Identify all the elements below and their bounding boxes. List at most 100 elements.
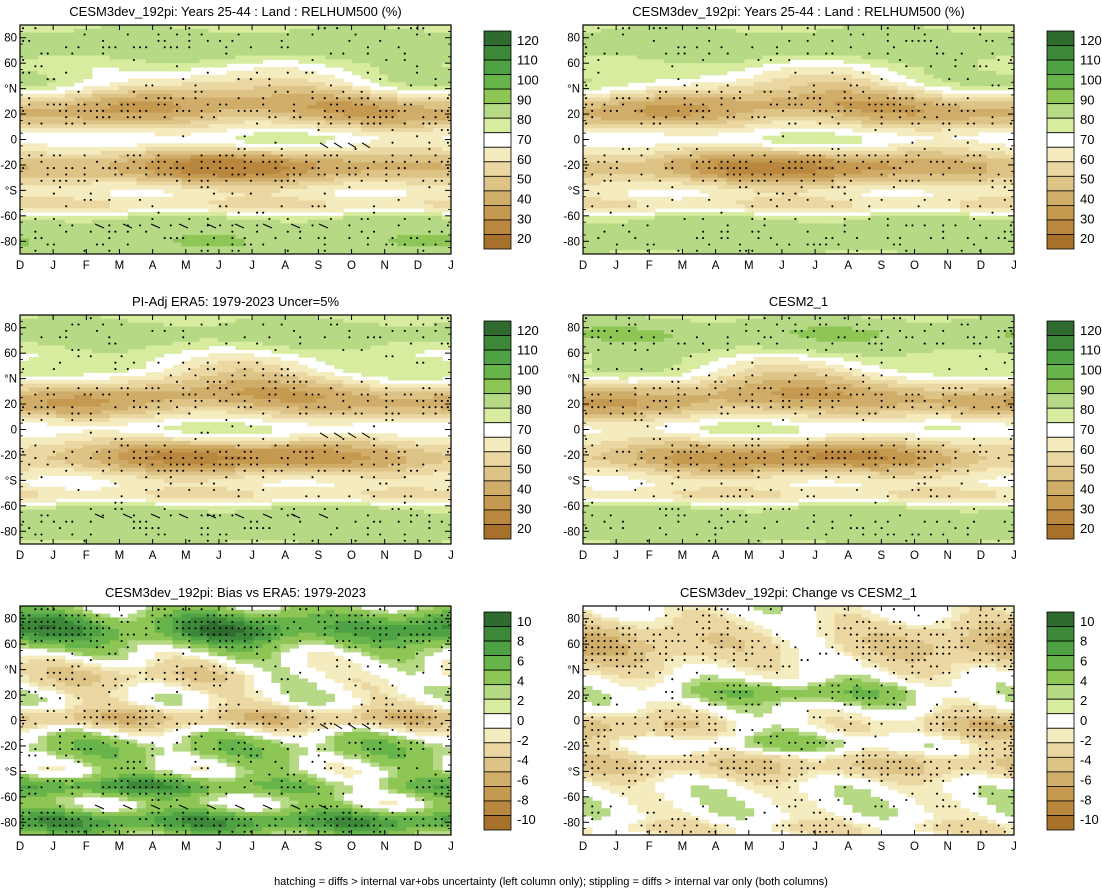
heatmap-cell — [735, 192, 746, 198]
heatmap-cell — [361, 86, 371, 91]
heatmap-cell — [244, 108, 255, 114]
heatmap-cell — [343, 185, 353, 190]
heatmap-cell — [654, 97, 665, 102]
heatmap-cell — [645, 105, 656, 110]
heatmap-cell — [235, 28, 246, 34]
heatmap-cell — [798, 51, 809, 57]
heatmap-cell — [298, 189, 308, 194]
heatmap-cell — [343, 97, 353, 102]
heatmap-cell — [771, 231, 782, 236]
stipple-dot — [416, 135, 419, 138]
heatmap-cell — [762, 78, 773, 83]
heatmap-cell — [735, 158, 746, 163]
heatmap-cell — [771, 112, 782, 118]
heatmap-cell — [825, 204, 836, 209]
heatmap-cell — [388, 74, 398, 80]
heatmap-cell — [343, 162, 353, 167]
heatmap-cell — [807, 166, 818, 171]
heatmap-cell — [217, 74, 228, 80]
heatmap-cell — [145, 40, 156, 45]
heatmap-cell — [352, 93, 362, 99]
heatmap-cell — [708, 112, 719, 118]
heatmap-cell — [118, 32, 129, 38]
heatmap-cell — [109, 105, 120, 110]
heatmap-cell — [807, 51, 818, 57]
heatmap-cell — [379, 204, 389, 209]
heatmap-cell — [307, 158, 317, 163]
heatmap-cell — [271, 177, 281, 183]
heatmap-cell — [82, 101, 93, 106]
stipple-dot — [440, 179, 443, 182]
heatmap-cell — [262, 70, 273, 76]
heatmap-cell — [28, 74, 39, 80]
heatmap-cell — [55, 158, 66, 163]
heatmap-cell — [583, 227, 593, 232]
heatmap-cell — [807, 89, 818, 95]
heatmap-cell — [181, 231, 192, 236]
heatmap-cell — [343, 177, 353, 183]
heatmap-cell — [726, 55, 737, 60]
heatmap-cell — [753, 89, 764, 95]
heatmap-cell — [415, 177, 425, 183]
heatmap-cell — [825, 208, 836, 213]
heatmap-cell — [807, 154, 818, 160]
heatmap-cell — [55, 47, 66, 53]
heatmap-cell — [834, 200, 844, 205]
heatmap-cell — [262, 93, 273, 99]
heatmap-cell — [172, 204, 183, 209]
heatmap-cell — [172, 128, 183, 133]
heatmap-cell — [20, 101, 30, 106]
heatmap-cell — [690, 147, 701, 152]
heatmap-cell — [717, 250, 728, 254]
heatmap-cell — [771, 86, 782, 91]
heatmap-cell — [726, 177, 737, 183]
heatmap-cell — [28, 120, 39, 125]
heatmap-cell — [600, 242, 611, 247]
heatmap-cell — [361, 223, 371, 228]
heatmap-cell — [744, 59, 755, 64]
heatmap-cell — [406, 166, 416, 171]
heatmap-cell — [870, 154, 880, 160]
heatmap-cell — [433, 185, 443, 190]
stipple-dot — [317, 160, 320, 163]
heatmap-cell — [46, 44, 57, 49]
heatmap-cell — [280, 173, 290, 179]
heatmap-cell — [109, 86, 120, 91]
heatmap-cell — [226, 55, 237, 60]
stipple-dot — [108, 46, 111, 49]
heatmap-cell — [370, 150, 380, 156]
heatmap-cell — [379, 108, 389, 114]
heatmap-cell — [771, 200, 782, 205]
heatmap-cell — [771, 227, 782, 232]
x-tick-label: J — [249, 260, 255, 272]
heatmap-cell — [424, 47, 434, 53]
heatmap-cell — [583, 128, 593, 133]
heatmap-cell — [253, 40, 264, 45]
heatmap-cell — [379, 93, 389, 99]
heatmap-cell — [28, 147, 39, 152]
heatmap-cell — [118, 250, 129, 254]
heatmap-cell — [690, 47, 701, 53]
stipple-dot — [200, 249, 203, 252]
heatmap-cell — [379, 147, 389, 152]
heatmap-cell — [852, 93, 862, 99]
heatmap-cell — [852, 223, 862, 228]
heatmap-cell — [73, 223, 84, 228]
stipple-dot — [206, 167, 209, 170]
y-tick-label: -80 — [0, 236, 17, 248]
heatmap-cell — [298, 196, 308, 202]
heatmap-cell — [118, 101, 129, 106]
heatmap-cell — [672, 131, 683, 137]
heatmap-cell — [316, 86, 326, 91]
heatmap-cell — [190, 154, 201, 160]
x-tick-label: O — [347, 260, 356, 272]
heatmap-cell — [861, 78, 871, 83]
heatmap-cell — [807, 192, 818, 198]
stipple-dot — [65, 173, 68, 176]
heatmap-cell — [861, 196, 871, 202]
stipple-dot — [212, 192, 216, 195]
heatmap-cell — [181, 66, 192, 72]
heatmap-cell — [100, 173, 111, 179]
heatmap-cell — [46, 78, 57, 83]
heatmap-cell — [217, 170, 228, 175]
